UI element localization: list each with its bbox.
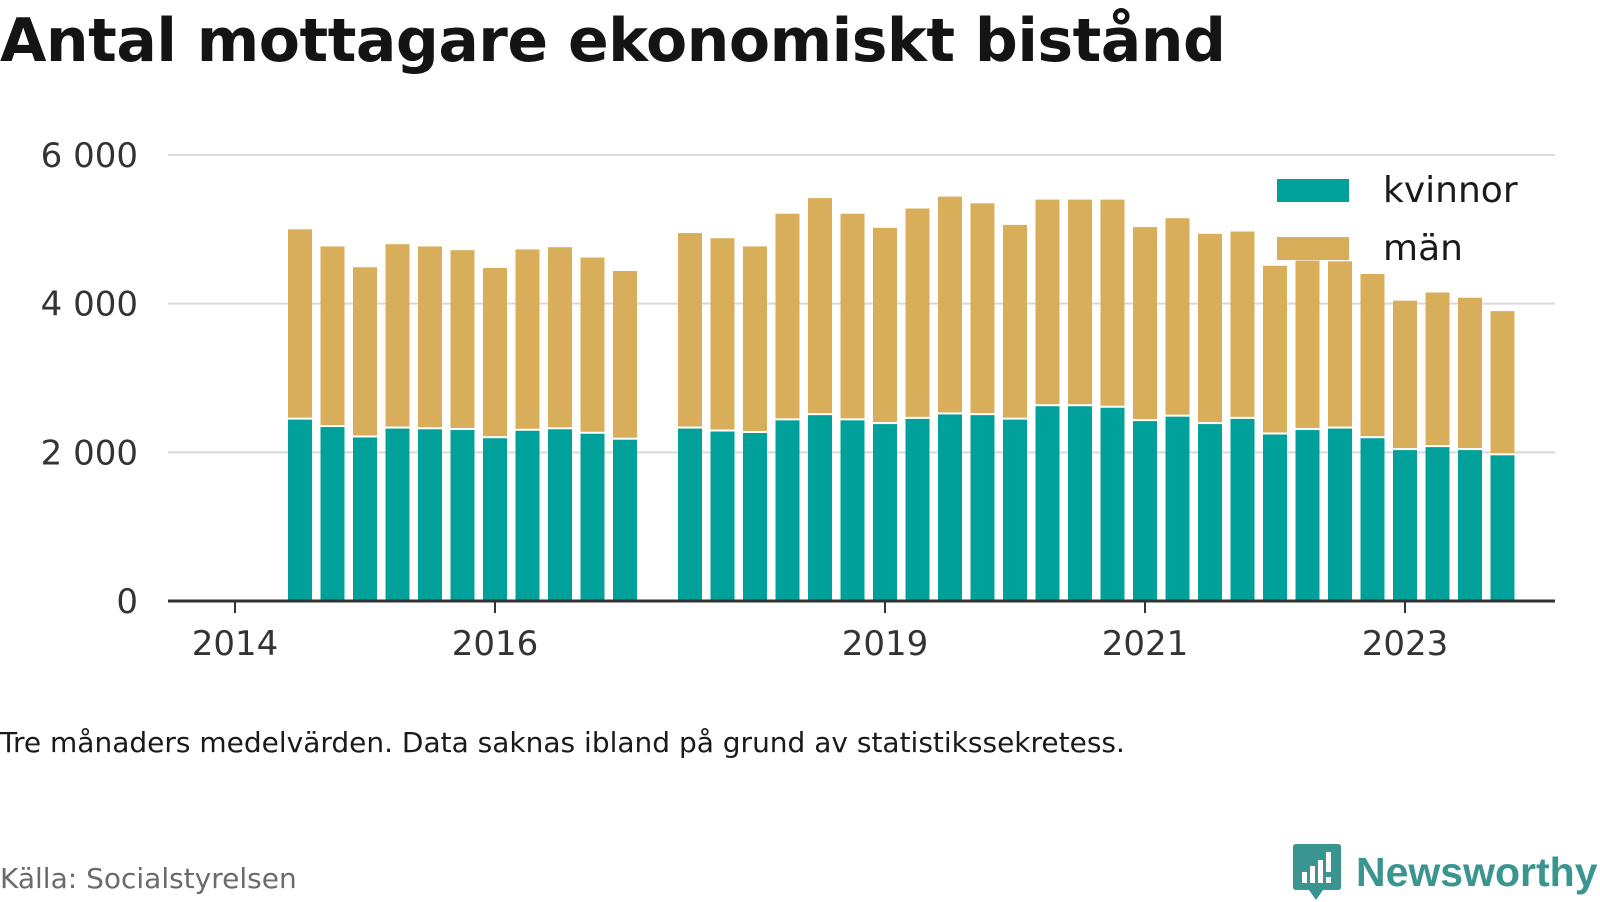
chart-title: Antal mottagare ekonomiskt bistånd <box>0 6 1226 76</box>
bar-kvinnor <box>1490 455 1515 601</box>
brand-name: Newsworthy <box>1356 848 1598 895</box>
y-tick-label: 6 000 <box>41 136 138 176</box>
bar-man <box>1068 199 1092 405</box>
bar-man <box>483 267 507 437</box>
x-tick-label: 2014 <box>192 624 279 664</box>
bar-man <box>1328 261 1352 427</box>
bar-man <box>320 246 345 426</box>
bar-kvinnor <box>1198 424 1222 601</box>
bar-kvinnor <box>938 414 962 601</box>
x-axis-ticks: 2014 2016 2019 2021 2023 <box>192 601 1449 664</box>
bar-kvinnor <box>1100 407 1125 601</box>
x-tick-label: 2019 <box>842 624 929 664</box>
bar-kvinnor <box>678 428 702 601</box>
bar-kvinnor <box>1360 438 1385 601</box>
brand-logo: Newsworthy <box>1292 842 1598 902</box>
bar-kvinnor <box>905 418 930 601</box>
bar-man <box>613 270 637 438</box>
bar-man <box>808 198 832 414</box>
bar-man <box>1263 265 1287 433</box>
bar-man <box>1458 297 1482 449</box>
y-tick-label: 4 000 <box>41 285 138 325</box>
bar-man <box>385 244 410 427</box>
bar-man <box>1165 218 1190 415</box>
bar-man <box>1490 311 1515 454</box>
legend: kvinnor män <box>1277 170 1518 269</box>
bar-kvinnor <box>548 429 572 601</box>
bar-man <box>548 247 572 428</box>
bar-kvinnor <box>483 438 507 601</box>
bar-kvinnor <box>353 437 377 601</box>
bar-kvinnor <box>1003 419 1027 601</box>
bar-man <box>970 203 995 414</box>
bar-man <box>1035 199 1060 405</box>
bar-kvinnor <box>1328 428 1352 601</box>
bar-kvinnor <box>1230 418 1255 601</box>
bar-kvinnor <box>613 439 637 601</box>
y-tick-label: 2 000 <box>41 433 138 473</box>
bar-man <box>1100 199 1125 406</box>
legend-label-kvinnor: kvinnor <box>1383 170 1518 211</box>
y-tick-label: 0 <box>116 582 138 622</box>
bar-man <box>1295 260 1320 429</box>
bar-kvinnor <box>970 415 995 601</box>
newsworthy-chart-bubble-icon <box>1293 844 1341 900</box>
bar-man <box>1393 300 1417 449</box>
bar-man <box>515 249 540 429</box>
bar-kvinnor <box>320 427 345 601</box>
bar-man <box>450 250 475 429</box>
bar-kvinnor <box>385 428 410 601</box>
bar-man <box>418 246 442 428</box>
bar-man <box>1425 292 1450 446</box>
bar-kvinnor <box>1133 421 1157 601</box>
bar-kvinnor <box>840 420 865 601</box>
bar-kvinnor <box>288 419 312 601</box>
bar-man <box>1198 233 1222 423</box>
bar-man <box>580 257 605 432</box>
bar-man <box>905 208 930 417</box>
bars <box>288 196 1515 601</box>
x-tick-label: 2023 <box>1362 624 1449 664</box>
bar-kvinnor <box>808 415 832 601</box>
bar-man <box>743 246 767 432</box>
bar-kvinnor <box>515 430 540 601</box>
bar-kvinnor <box>1263 434 1287 601</box>
bar-kvinnor <box>1035 406 1060 601</box>
x-tick-label: 2016 <box>452 624 539 664</box>
bar-kvinnor <box>775 420 800 601</box>
bar-kvinnor <box>743 433 767 601</box>
chart-area: 0 2 000 4 000 6 000 2014 2016 2019 2021 2023 kv… <box>41 136 1555 664</box>
bar-man <box>938 196 962 413</box>
bar-man <box>775 213 800 419</box>
bar-kvinnor <box>1295 430 1320 601</box>
bar-kvinnor <box>1165 416 1190 601</box>
bar-man <box>288 229 312 418</box>
bar-kvinnor <box>450 430 475 601</box>
bar-man <box>710 238 735 430</box>
source-note: Källa: Socialstyrelsen <box>0 862 297 895</box>
bar-man <box>678 233 702 427</box>
y-axis-labels: 0 2 000 4 000 6 000 <box>41 136 138 622</box>
legend-swatch-man <box>1277 237 1349 260</box>
legend-swatch-kvinnor <box>1277 179 1349 202</box>
bar-kvinnor <box>873 424 897 601</box>
bar-kvinnor <box>710 431 735 601</box>
bar-man <box>1230 231 1255 417</box>
legend-label-man: män <box>1383 228 1463 269</box>
bar-man <box>353 267 377 436</box>
bar-kvinnor <box>1458 450 1482 601</box>
bar-man <box>1360 273 1385 437</box>
bar-man <box>840 213 865 419</box>
bar-kvinnor <box>1068 406 1092 601</box>
chart-subtitle: Tre månaders medelvärden. Data saknas ib… <box>0 726 1125 759</box>
bar-kvinnor <box>580 433 605 601</box>
bar-man <box>1133 227 1157 420</box>
bar-kvinnor <box>1393 450 1417 601</box>
x-tick-label: 2021 <box>1102 624 1189 664</box>
bar-man <box>1003 224 1027 418</box>
bar-kvinnor <box>418 429 442 601</box>
bar-kvinnor <box>1425 447 1450 601</box>
bar-man <box>873 227 897 423</box>
